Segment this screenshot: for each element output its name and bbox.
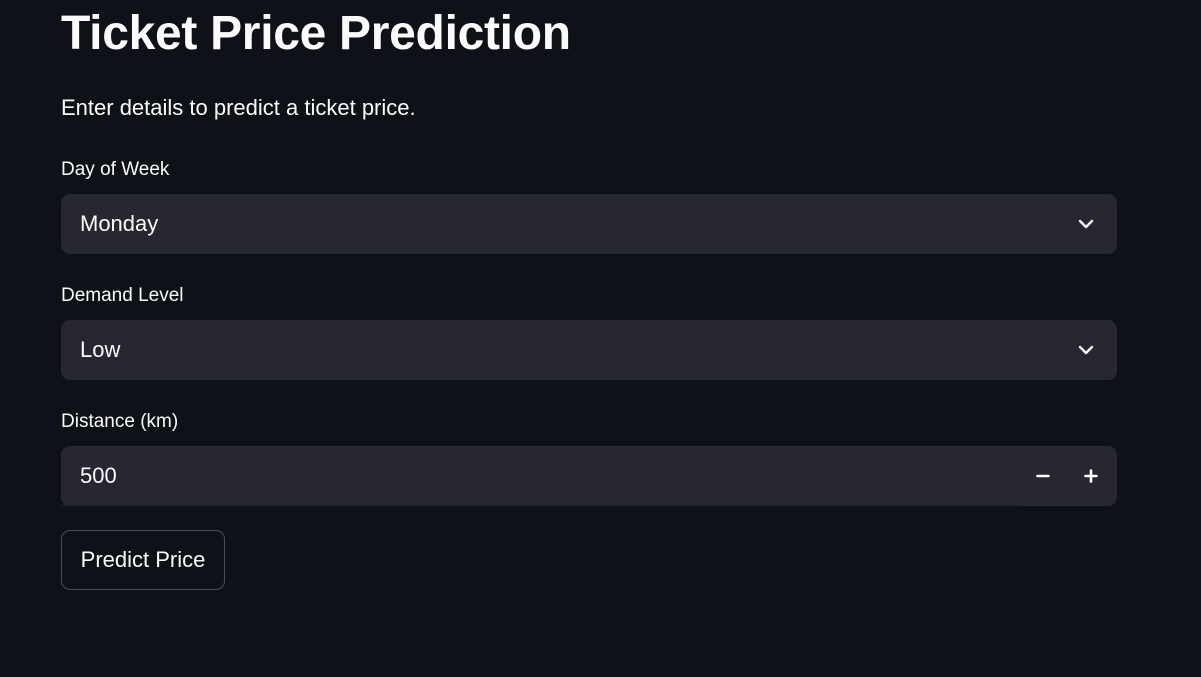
plus-icon [1084,469,1098,483]
distance-label: Distance (km) [61,411,179,432]
day-of-week-select[interactable]: Monday [61,194,1117,254]
day-of-week-selected-value: Monday [80,211,159,236]
distance-number-input: 500 [61,446,1117,506]
predict-price-button[interactable]: Predict Price [61,530,225,590]
day-of-week-label: Day of Week [61,159,170,180]
page-title: Ticket Price Prediction [61,7,571,60]
minus-icon [1036,474,1050,478]
decrement-button[interactable] [1019,446,1067,506]
distance-value: 500 [80,463,117,488]
input-underline [61,505,1019,506]
chevron-down-icon[interactable] [1077,341,1095,359]
demand-level-selected-value: Low [80,337,121,362]
chevron-down-icon[interactable] [1077,215,1095,233]
page-subtitle: Enter details to predict a ticket price. [61,95,416,120]
demand-level-label: Demand Level [61,285,184,306]
increment-button[interactable] [1067,446,1115,506]
distance-input-field[interactable]: 500 [61,446,1019,506]
demand-level-select[interactable]: Low [61,320,1117,380]
